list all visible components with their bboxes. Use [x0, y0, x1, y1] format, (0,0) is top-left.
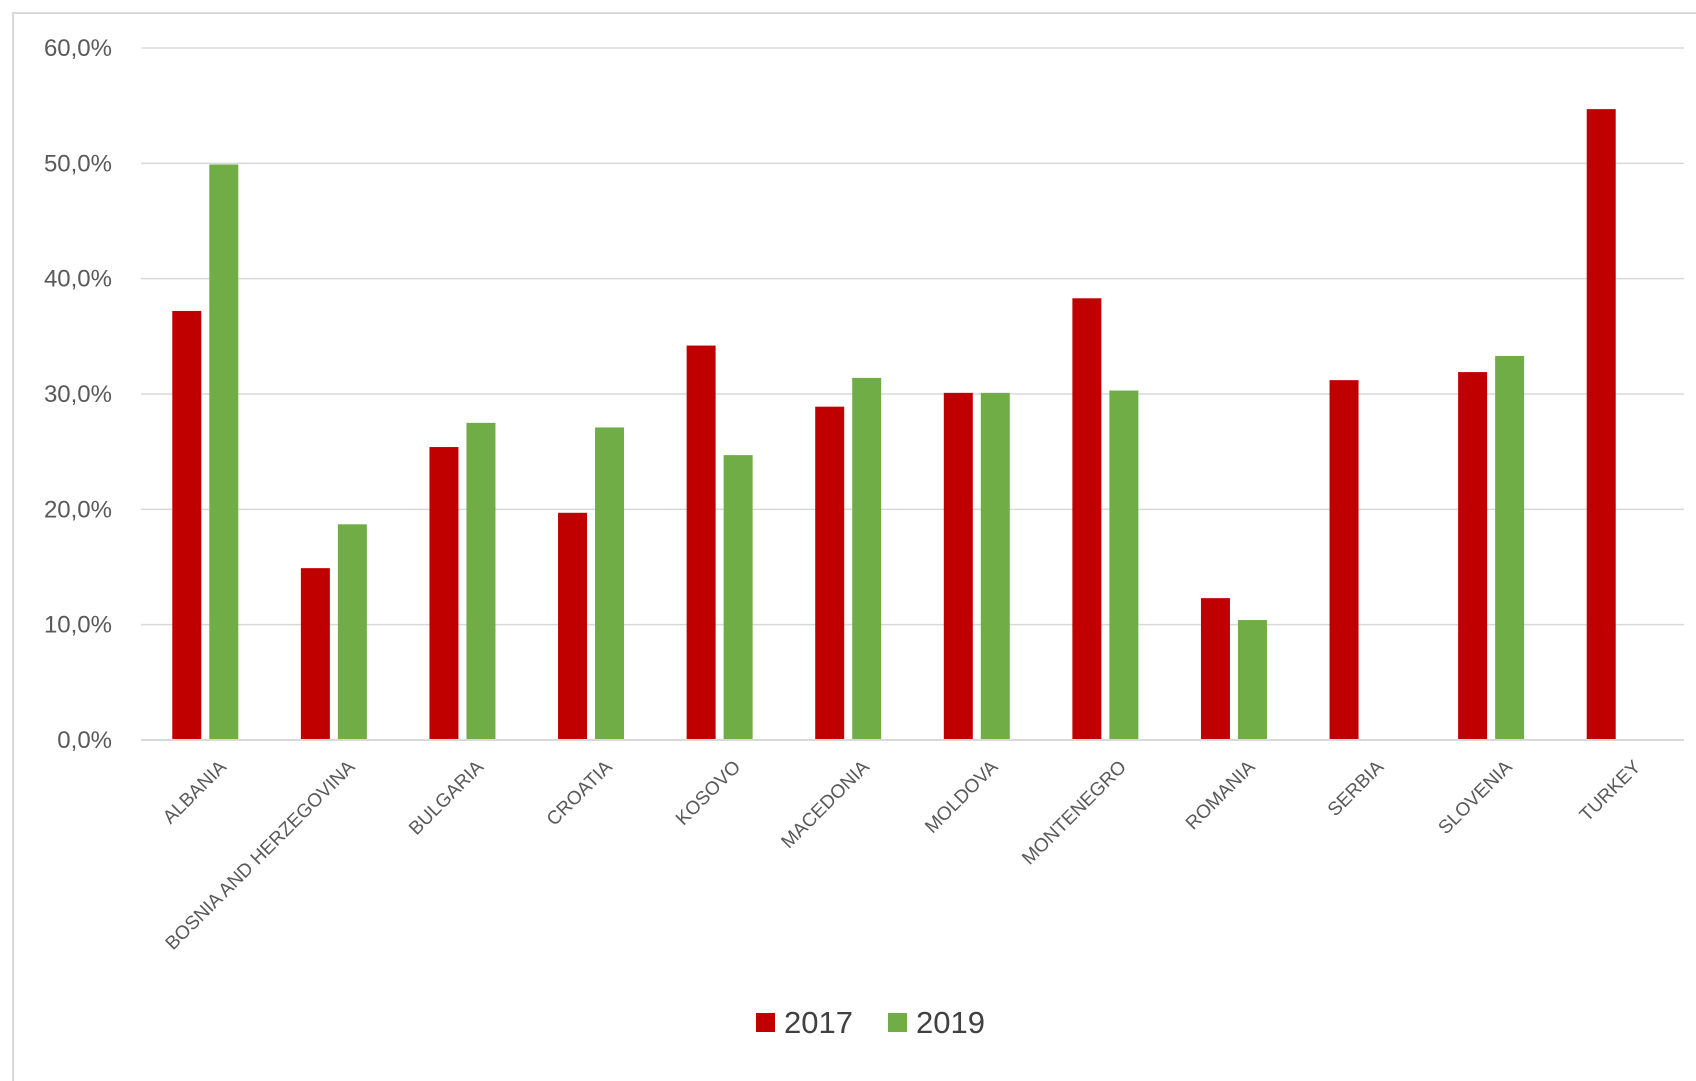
x-tick-label: ROMANIA	[1182, 756, 1260, 834]
bar-2017-montenegro	[1072, 298, 1102, 740]
y-tick-label: 20,0%	[44, 496, 112, 523]
bar-2017-macedonia	[815, 406, 845, 740]
bar-2019-bulgaria	[466, 422, 496, 740]
bar-2019-montenegro	[1109, 390, 1139, 740]
legend-swatch-2017	[756, 1013, 775, 1032]
x-tick-label: BULGARIA	[405, 756, 488, 839]
bar-2017-slovenia	[1458, 372, 1488, 740]
x-tick-label: MACEDONIA	[778, 756, 874, 852]
y-tick-label: 50,0%	[44, 150, 112, 177]
bar-2017-serbia	[1329, 380, 1359, 740]
legend-label-2019: 2019	[916, 1005, 985, 1040]
bar-2017-moldova	[943, 392, 973, 740]
bar-2019-romania	[1237, 620, 1267, 740]
y-tick-label: 60,0%	[44, 35, 112, 62]
legend-swatch-2019	[888, 1013, 907, 1032]
bar-2017-turkey	[1586, 109, 1616, 741]
bar-2017-kosovo	[686, 345, 716, 740]
y-tick-label: 10,0%	[44, 612, 112, 639]
bar-2019-kosovo	[723, 455, 753, 740]
bar-2017-romania	[1200, 598, 1230, 740]
x-tick-label: ALBANIA	[159, 756, 231, 828]
bar-2019-moldova	[980, 392, 1010, 740]
x-tick-label: MOLDOVA	[921, 756, 1002, 837]
bar-2017-bulgaria	[429, 447, 459, 740]
bar-2019-croatia	[595, 427, 625, 740]
x-tick-label: TURKEY	[1576, 756, 1646, 826]
x-tick-label: KOSOVO	[672, 757, 745, 830]
bar-2017-croatia	[558, 512, 588, 740]
bar-2019-macedonia	[852, 377, 882, 740]
bar-2019-slovenia	[1495, 355, 1525, 740]
y-tick-label: 0,0%	[57, 727, 112, 754]
y-tick-label: 30,0%	[44, 381, 112, 408]
x-tick-label: MONTENEGRO	[1018, 757, 1131, 870]
x-tick-label: SERBIA	[1324, 756, 1388, 820]
x-tick-label: SLOVENIA	[1435, 756, 1517, 838]
bar-2017-bosnia-and-herzegovina	[300, 568, 330, 740]
x-tick-label: CROATIA	[543, 756, 617, 830]
bar-2019-albania	[209, 164, 239, 740]
bar-2017-albania	[172, 310, 202, 740]
y-tick-label: 40,0%	[44, 266, 112, 293]
legend-label-2017: 2017	[784, 1005, 853, 1040]
bar-2019-bosnia-and-herzegovina	[337, 524, 367, 740]
